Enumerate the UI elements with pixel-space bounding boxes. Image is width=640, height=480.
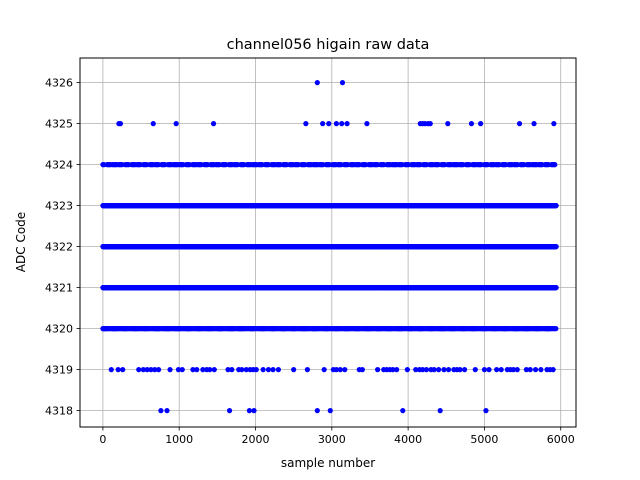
data-point [553, 244, 559, 250]
data-point [553, 326, 559, 332]
data-points [100, 80, 559, 414]
data-point [553, 285, 559, 291]
